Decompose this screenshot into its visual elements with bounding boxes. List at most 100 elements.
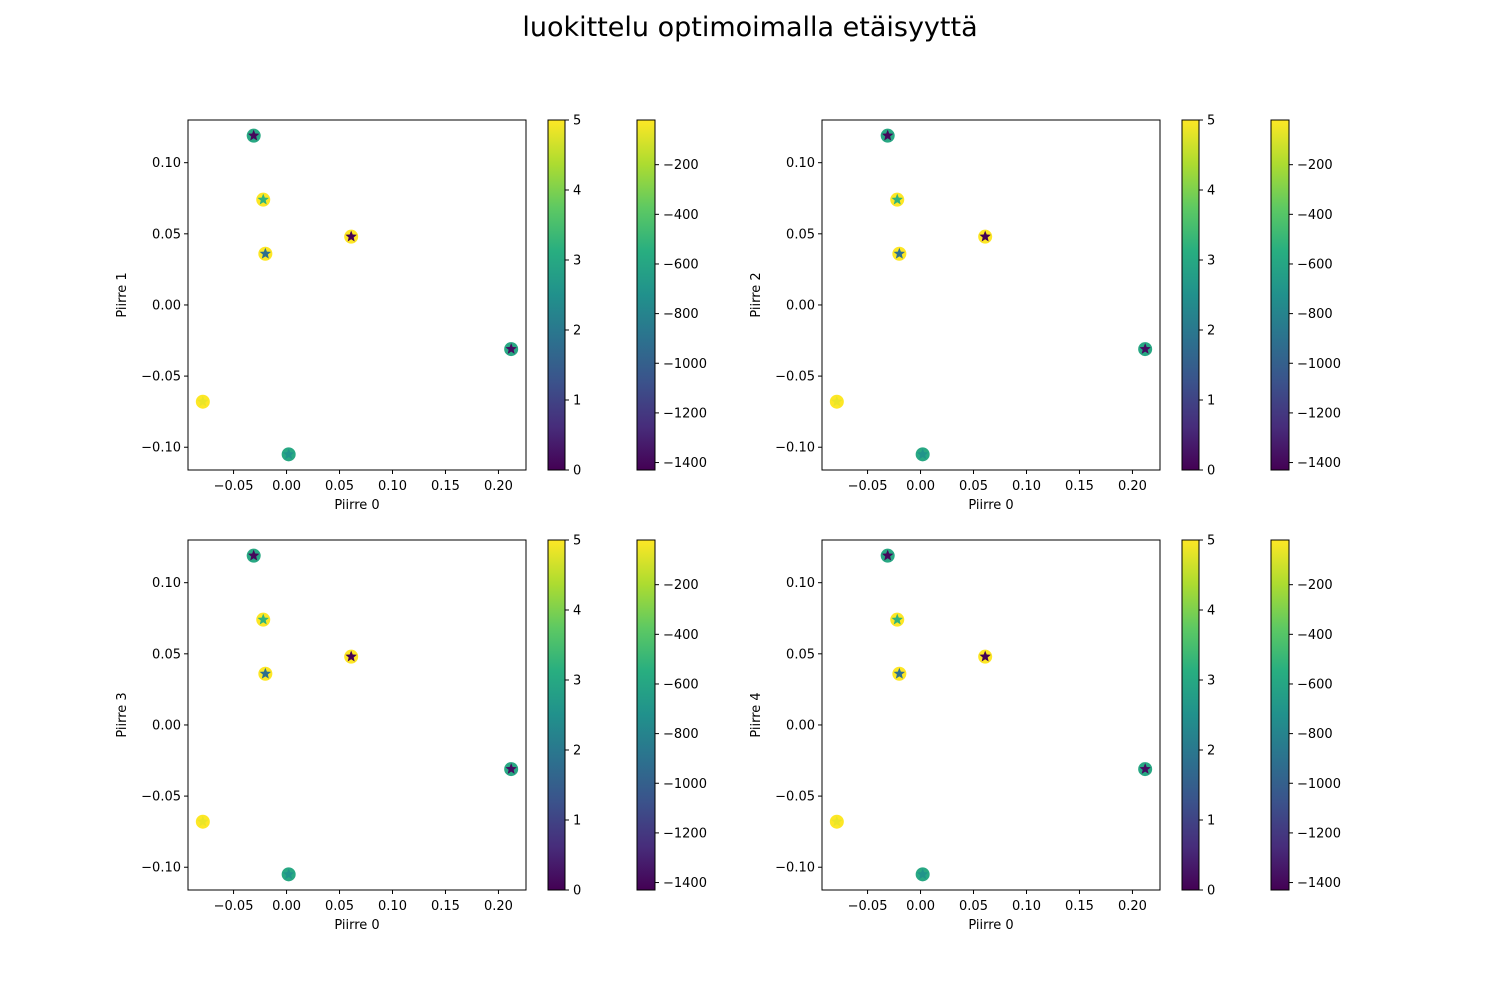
x-tick-label: 0.20 — [484, 479, 513, 494]
x-tick-label: 0.10 — [378, 899, 407, 914]
scatter-point-star — [881, 129, 894, 141]
colorbar-value-tick-label: −400 — [663, 628, 699, 643]
axes-frame-3 — [187, 539, 527, 891]
y-tick-label: −0.05 — [775, 370, 815, 385]
y-tick-label: −0.10 — [141, 861, 181, 876]
colorbar-value-tick-label: −800 — [1297, 307, 1333, 322]
x-tick-label: 0.00 — [272, 479, 301, 494]
scatter-point-star — [257, 193, 269, 205]
scatter-point-star — [259, 247, 272, 259]
colorbar-class-tick-label: 4 — [1207, 184, 1215, 199]
x-tick-label: −0.05 — [214, 899, 254, 914]
y-tick-label: 0.00 — [786, 718, 815, 733]
scatter-point-star — [916, 448, 929, 460]
y-tick-label: 0.10 — [152, 156, 181, 171]
scatter-point-star — [979, 230, 991, 242]
y-tick-label: 0.00 — [152, 718, 181, 733]
colorbar-class-tick-label: 2 — [573, 324, 581, 339]
y-tick-label: 0.05 — [152, 647, 181, 662]
colorbar-class-tick-label: 0 — [573, 464, 581, 479]
scatter-point-star — [881, 549, 894, 561]
x-tick-label: 0.15 — [1065, 479, 1094, 494]
x-tick-label: 0.10 — [1012, 899, 1041, 914]
scatter-point-star — [505, 343, 517, 354]
y-tick-label: −0.05 — [775, 790, 815, 805]
colorbar-class-tick-label: 2 — [573, 744, 581, 759]
colorbar-class — [1181, 539, 1200, 891]
colorbar-class-tick-label: 5 — [573, 114, 581, 129]
colorbar-value-tick-label: −800 — [663, 307, 699, 322]
colorbar-class-tick-label: 3 — [1207, 254, 1215, 269]
scatter-point-star — [916, 868, 929, 880]
x-tick-label: 0.20 — [1118, 899, 1147, 914]
colorbar-class-tick-label: 4 — [573, 604, 581, 619]
colorbar-value-tick-label: −400 — [1297, 628, 1333, 643]
axes-frame-1 — [187, 119, 527, 471]
scatter-point-star — [259, 667, 272, 679]
scatter-point-star — [893, 667, 906, 679]
colorbar-value-tick-label: −1200 — [1297, 826, 1341, 841]
y-axis-label: Piirre 1 — [115, 272, 130, 317]
colorbar-value — [636, 119, 656, 471]
colorbar-class-tick-label: 5 — [573, 534, 581, 549]
colorbar-value-tick-label: −1000 — [663, 357, 707, 372]
x-tick-label: 0.05 — [325, 899, 354, 914]
scatter-point-star — [891, 193, 903, 205]
scatter-point-star — [197, 395, 209, 407]
y-tick-label: −0.10 — [775, 441, 815, 456]
x-tick-label: 0.00 — [906, 899, 935, 914]
colorbar-class-tick-label: 4 — [573, 184, 581, 199]
colorbar-class — [547, 119, 566, 471]
colorbar-class-tick-label: 1 — [573, 814, 581, 829]
colorbar-value-tick-label: −800 — [663, 727, 699, 742]
colorbar-class-tick-label: 3 — [1207, 674, 1215, 689]
colorbar-value-tick-label: −200 — [663, 578, 699, 593]
y-tick-label: 0.05 — [786, 227, 815, 242]
x-tick-label: −0.05 — [214, 479, 254, 494]
x-axis-label: Piirre 0 — [334, 918, 379, 933]
y-tick-label: −0.10 — [141, 441, 181, 456]
colorbar-value-tick-label: −400 — [663, 208, 699, 223]
x-tick-label: 0.05 — [959, 899, 988, 914]
x-axis-label: Piirre 0 — [334, 498, 379, 513]
x-tick-label: −0.05 — [848, 899, 888, 914]
scatter-point-star — [282, 448, 295, 460]
colorbar-value-tick-label: −600 — [1297, 257, 1333, 272]
colorbar-value — [636, 539, 656, 891]
colorbar-value-tick-label: −1000 — [1297, 777, 1341, 792]
figure-title: luokittelu optimoimalla etäisyyttä — [522, 12, 978, 43]
scatter-point-star — [257, 613, 269, 625]
colorbar-class-tick-label: 2 — [1207, 744, 1215, 759]
colorbar-class — [547, 539, 566, 891]
colorbar-class-tick-label: 4 — [1207, 604, 1215, 619]
colorbar-value-tick-label: −600 — [1297, 677, 1333, 692]
colorbar-value-tick-label: −600 — [663, 677, 699, 692]
scatter-point-star — [891, 613, 903, 625]
x-tick-label: −0.05 — [848, 479, 888, 494]
axes-frame-4 — [821, 539, 1161, 891]
colorbar-class — [1181, 119, 1200, 471]
axes-frame-2 — [821, 119, 1161, 471]
y-tick-label: 0.10 — [786, 156, 815, 171]
colorbar-class-tick-label: 5 — [1207, 534, 1215, 549]
colorbar-value-tick-label: −800 — [1297, 727, 1333, 742]
y-tick-label: −0.05 — [141, 790, 181, 805]
colorbar-value-tick-label: −1200 — [663, 406, 707, 421]
scatter-point-star — [1139, 763, 1151, 774]
scatter-point-star — [1139, 343, 1151, 354]
scatter-point-star — [831, 815, 843, 827]
y-axis-label: Piirre 4 — [749, 692, 764, 737]
scatter-point-star — [197, 815, 209, 827]
colorbar-class-tick-label: 0 — [1207, 464, 1215, 479]
colorbar-value-tick-label: −200 — [1297, 158, 1333, 173]
colorbar-value-tick-label: −1200 — [663, 826, 707, 841]
colorbar-class-tick-label: 3 — [573, 674, 581, 689]
colorbar-class-tick-label: 0 — [1207, 884, 1215, 899]
y-axis-label: Piirre 3 — [115, 692, 130, 737]
colorbar-value — [1270, 119, 1290, 471]
y-tick-label: 0.05 — [152, 227, 181, 242]
colorbar-value-tick-label: −1400 — [1297, 456, 1341, 471]
x-tick-label: 0.15 — [1065, 899, 1094, 914]
